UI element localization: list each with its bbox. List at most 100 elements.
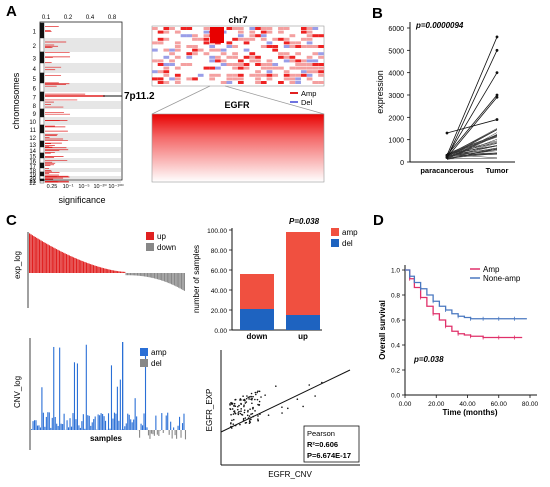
- heatmap-cell: [306, 73, 313, 77]
- exp-bar-down: [155, 273, 157, 279]
- cnv-legend-del-swatch: [140, 359, 148, 367]
- heatmap-cell: [152, 41, 158, 45]
- heatmap-cell: [278, 30, 284, 34]
- bottom-tick-label: 10⁻¹: [63, 184, 74, 190]
- scatter-point: [242, 395, 244, 397]
- chromosome-stripe: [45, 168, 121, 172]
- cnv-bar-amp: [127, 413, 129, 430]
- egfr-gene-label: EGFR: [224, 100, 250, 110]
- pearson-r2: R²=0.606: [307, 440, 338, 449]
- heatmap-cell: [243, 66, 250, 70]
- exp-bar-down: [180, 273, 183, 290]
- heatmap-cell: [306, 37, 313, 41]
- exp-bar-down: [162, 273, 164, 281]
- cnv-bar-amp: [97, 414, 99, 430]
- heatmap-cell: [152, 70, 158, 74]
- heatmap-cell: [232, 52, 238, 56]
- panel-b: 0 1000 2000 3000 4000 5000 6000 expression p=0…: [375, 21, 515, 175]
- chromosome-band: [39, 62, 45, 74]
- exp-bar-down: [129, 273, 132, 276]
- cnv-bar-amp: [119, 379, 121, 430]
- heatmap-cell: [226, 41, 233, 45]
- heatmap-cell: [312, 52, 319, 56]
- chromosome-label: 7: [33, 96, 37, 102]
- scatter-point: [258, 390, 261, 393]
- heatmap-cell: [318, 81, 324, 84]
- scatter-point: [240, 410, 242, 413]
- heatmap-cell: [215, 59, 221, 63]
- scatter-point: [248, 396, 251, 398]
- cnv-ylabel: CNV_log: [13, 376, 22, 408]
- scatter-point: [257, 403, 259, 406]
- paired-point: [495, 93, 499, 97]
- exp-bar-up: [91, 264, 93, 273]
- scatter-point: [245, 421, 248, 424]
- heatmap-cell: [318, 63, 324, 66]
- cnv-bar-amp: [51, 417, 53, 430]
- cnv-bar-amp: [73, 362, 76, 430]
- heatmap-cell: [157, 77, 164, 81]
- heatmap-cell: [300, 73, 307, 77]
- heatmap-cell: [300, 37, 307, 41]
- heatmap-cell: [180, 27, 187, 30]
- heatmap-cell: [260, 81, 267, 84]
- paired-line: [446, 143, 498, 157]
- cnv-bar-amp: [75, 419, 77, 430]
- bottom-tick-label: 10⁻¹⁰⁰: [108, 183, 124, 190]
- exp-bar-up: [115, 270, 117, 273]
- heatmap-cell: [249, 73, 256, 77]
- heatmap-cell: [186, 27, 193, 30]
- panel-label-c: C: [6, 212, 17, 229]
- exp-bar-up: [71, 256, 73, 273]
- heatmap-cell: [289, 45, 296, 48]
- heatmap-cell: [226, 77, 233, 81]
- chromosome-band: [39, 22, 45, 39]
- d-ytick-label: 0.2: [391, 368, 400, 375]
- cnv-bar-amp: [125, 423, 127, 430]
- heatmap-cell: [318, 66, 324, 70]
- stack-ytick-label: 60.00: [211, 268, 228, 275]
- exp-bar-up: [61, 252, 63, 273]
- b-ytick-label: 1000: [388, 138, 404, 145]
- heatmap-cell: [174, 45, 181, 48]
- chromosome-label: 14: [29, 149, 36, 155]
- panel-c-stacked: 0.00 20.00 40.00 60.00 80.00 100.00 number of…: [192, 217, 358, 341]
- heatmap-cell: [192, 52, 198, 56]
- heatmap-cell: [237, 77, 244, 81]
- heatmap-cell: [232, 37, 238, 41]
- chromosome-stripe: [45, 63, 121, 73]
- cnv-bar-del: [168, 430, 170, 435]
- exp-bar-up: [88, 263, 90, 273]
- scatter-point: [249, 408, 251, 410]
- exp-bar-down: [145, 273, 147, 277]
- cnv-bar-amp: [44, 426, 46, 430]
- heatmap-cell: [243, 48, 250, 52]
- scatter-point: [231, 402, 234, 405]
- exp-bar-up: [54, 248, 56, 273]
- exp-bar-down: [134, 273, 136, 276]
- heatmap-cell: [174, 48, 181, 52]
- exp-bar-down: [179, 273, 181, 289]
- heatmap-cell: [283, 55, 290, 59]
- heatmap-cell: [283, 37, 290, 41]
- chromosome-label: 22: [29, 181, 36, 187]
- chromosome-label: 19: [29, 173, 36, 179]
- heatmap-cell: [237, 81, 244, 84]
- cnv-bar-del: [153, 430, 155, 436]
- scatter-point: [242, 417, 245, 420]
- scatter-point: [281, 406, 283, 408]
- cnv-bar-amp: [155, 415, 157, 430]
- panel-label-d: D: [373, 212, 384, 229]
- exp-bar-up: [82, 261, 85, 273]
- heatmap-cell: [203, 41, 210, 45]
- cnv-bar-amp: [177, 425, 179, 430]
- exp-bar-up: [80, 260, 82, 273]
- stack-legend-del-swatch: [331, 239, 339, 247]
- cnv-bar-del: [149, 430, 151, 439]
- heatmap-cell: [249, 55, 256, 59]
- heatmap-cell: [203, 66, 210, 70]
- exp-bar-down: [161, 273, 163, 281]
- top-tick-label: 0.8: [108, 15, 117, 21]
- exp-bar-up: [102, 268, 105, 273]
- locus-label: 7p11.2: [124, 91, 155, 102]
